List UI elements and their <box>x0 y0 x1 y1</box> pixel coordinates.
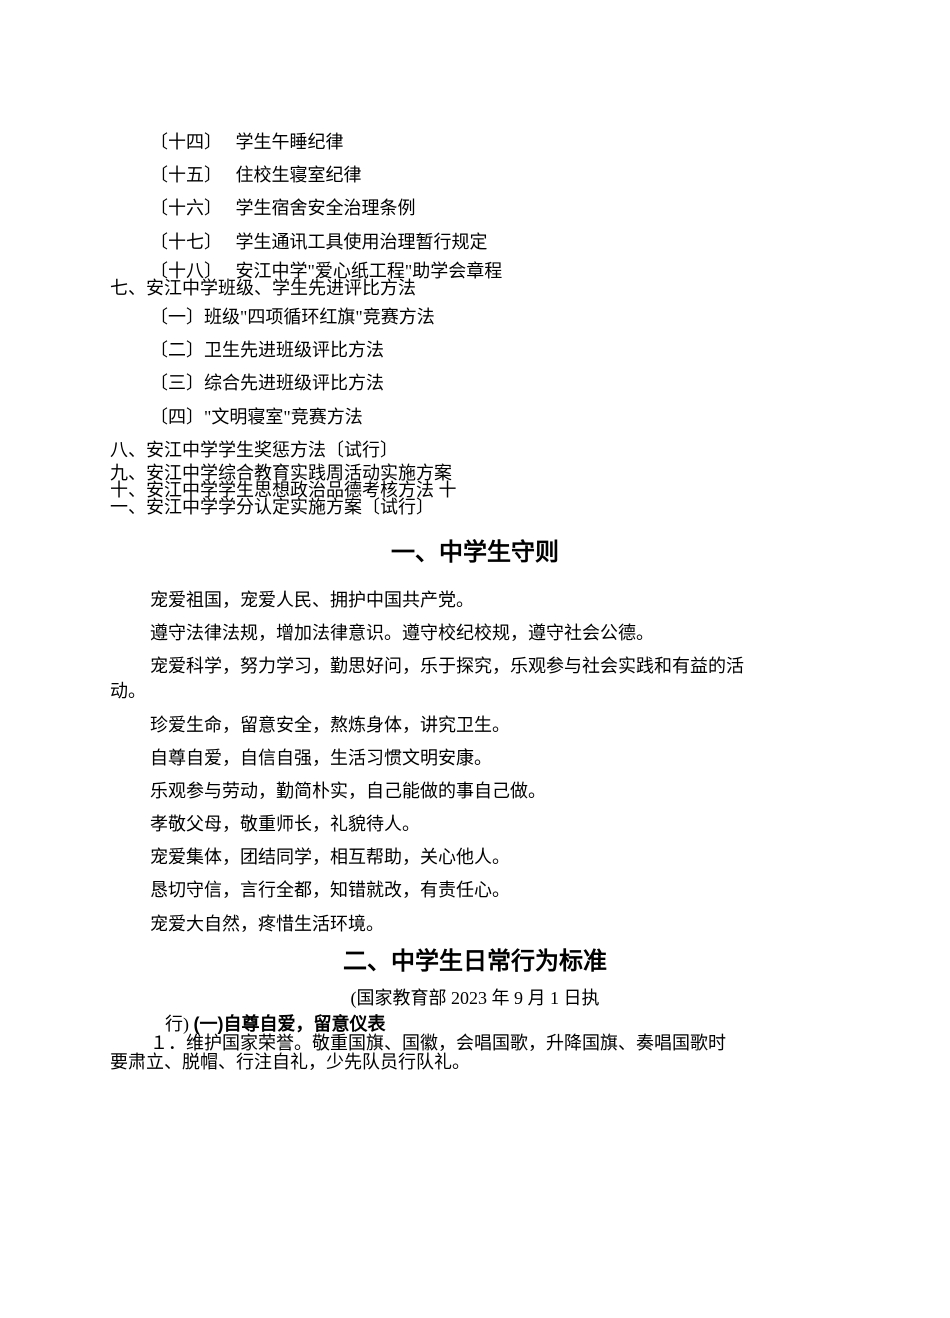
rule-1: 宠爱祖国，宠爱人民、拥护中国共产党。 <box>110 588 840 613</box>
body-paragraph-1: １．维护国家荣誉。敬重国旗、国徽，会唱国歌，升降国旗、奏唱国歌时 要肃立、脱帽、… <box>110 1034 840 1074</box>
section-title-2: 二、中学生日常行为标准 <box>110 945 840 979</box>
toc-sub-7-4: 〔四〕"文明寝室"竞赛方法 <box>110 405 840 430</box>
section-title-1: 一、中学生守则 <box>110 536 840 570</box>
rule-2: 遵守法律法规，增加法律意识。遵守校纪校规，遵守社会公德。 <box>110 621 840 646</box>
toc-sub-7-1: 〔一〕班级"四项循环红旗"竞赛方法 <box>110 305 840 330</box>
rule-10: 宠爱大自然，疼惜生活环境。 <box>110 912 840 937</box>
body-line-2: 要肃立、脱帽、行注自礼，少先队员行队礼。 <box>110 1053 840 1073</box>
toc-item-14: 〔十四〕 学生午睡纪律 <box>110 130 840 155</box>
toc-section-7: 七、安江中学班级、学生先进评比方法 <box>110 280 840 297</box>
toc-item-16: 〔十六〕 学生宿舍安全治理条例 <box>110 196 840 221</box>
toc-sub-7-3: 〔三〕综合先进班级评比方法 <box>110 371 840 396</box>
rule-8: 宠爱集体，团结同学，相互帮助，关心他人。 <box>110 845 840 870</box>
toc-section-8: 八、安江中学学生奖惩方法〔试行〕 <box>110 438 840 463</box>
note-line-1: (国家教育部 2023 年 9 月 1 日执 <box>110 986 840 1011</box>
toc-item-17: 〔十七〕 学生通讯工具使用治理暂行规定 <box>110 230 840 255</box>
toc-section-11: 一、安江中学学分认定实施方案〔试行〕 <box>110 499 840 516</box>
rule-4: 珍爱生命，留意安全，熬炼身体，讲究卫生。 <box>110 713 840 738</box>
toc-sub-7-2: 〔二〕卫生先进班级评比方法 <box>110 338 840 363</box>
note-line-2-prefix: 行) <box>110 1014 194 1034</box>
rule-5: 自尊自爱，自信自强，生活习惯文明安康。 <box>110 746 840 771</box>
rule-6: 乐观参与劳动，勤简朴实，自己能做的事自己做。 <box>110 779 840 804</box>
note-heading-block: 行) (一)自尊自爱，留意仪表 <box>110 1015 840 1034</box>
toc-item-15: 〔十五〕 住校生寝室纪律 <box>110 163 840 188</box>
toc-overlap-block-2: 九、安江中学综合教育实践周活动实施方案 十、安江中学学生思想政治品德考核方法 十… <box>110 465 840 516</box>
body-line-1: １．维护国家荣誉。敬重国旗、国徽，会唱国歌，升降国旗、奏唱国歌时 <box>110 1034 840 1054</box>
rule-3b: 动。 <box>110 679 840 704</box>
toc-overlap-block-1: 〔十八〕 安江中学"爱心纸工程"助学会章程 七、安江中学班级、学生先进评比方法 <box>110 263 840 297</box>
sub-heading-1: (一)自尊自爱，留意仪表 <box>194 1014 386 1034</box>
rule-7: 孝敬父母，敬重师长，礼貌待人。 <box>110 812 840 837</box>
rule-3a: 宠爱科学，努力学习，勤思好问，乐于探究，乐观参与社会实践和有益的活 <box>110 654 840 679</box>
rule-9: 恳切守信，言行全都，知错就改，有责任心。 <box>110 878 840 903</box>
